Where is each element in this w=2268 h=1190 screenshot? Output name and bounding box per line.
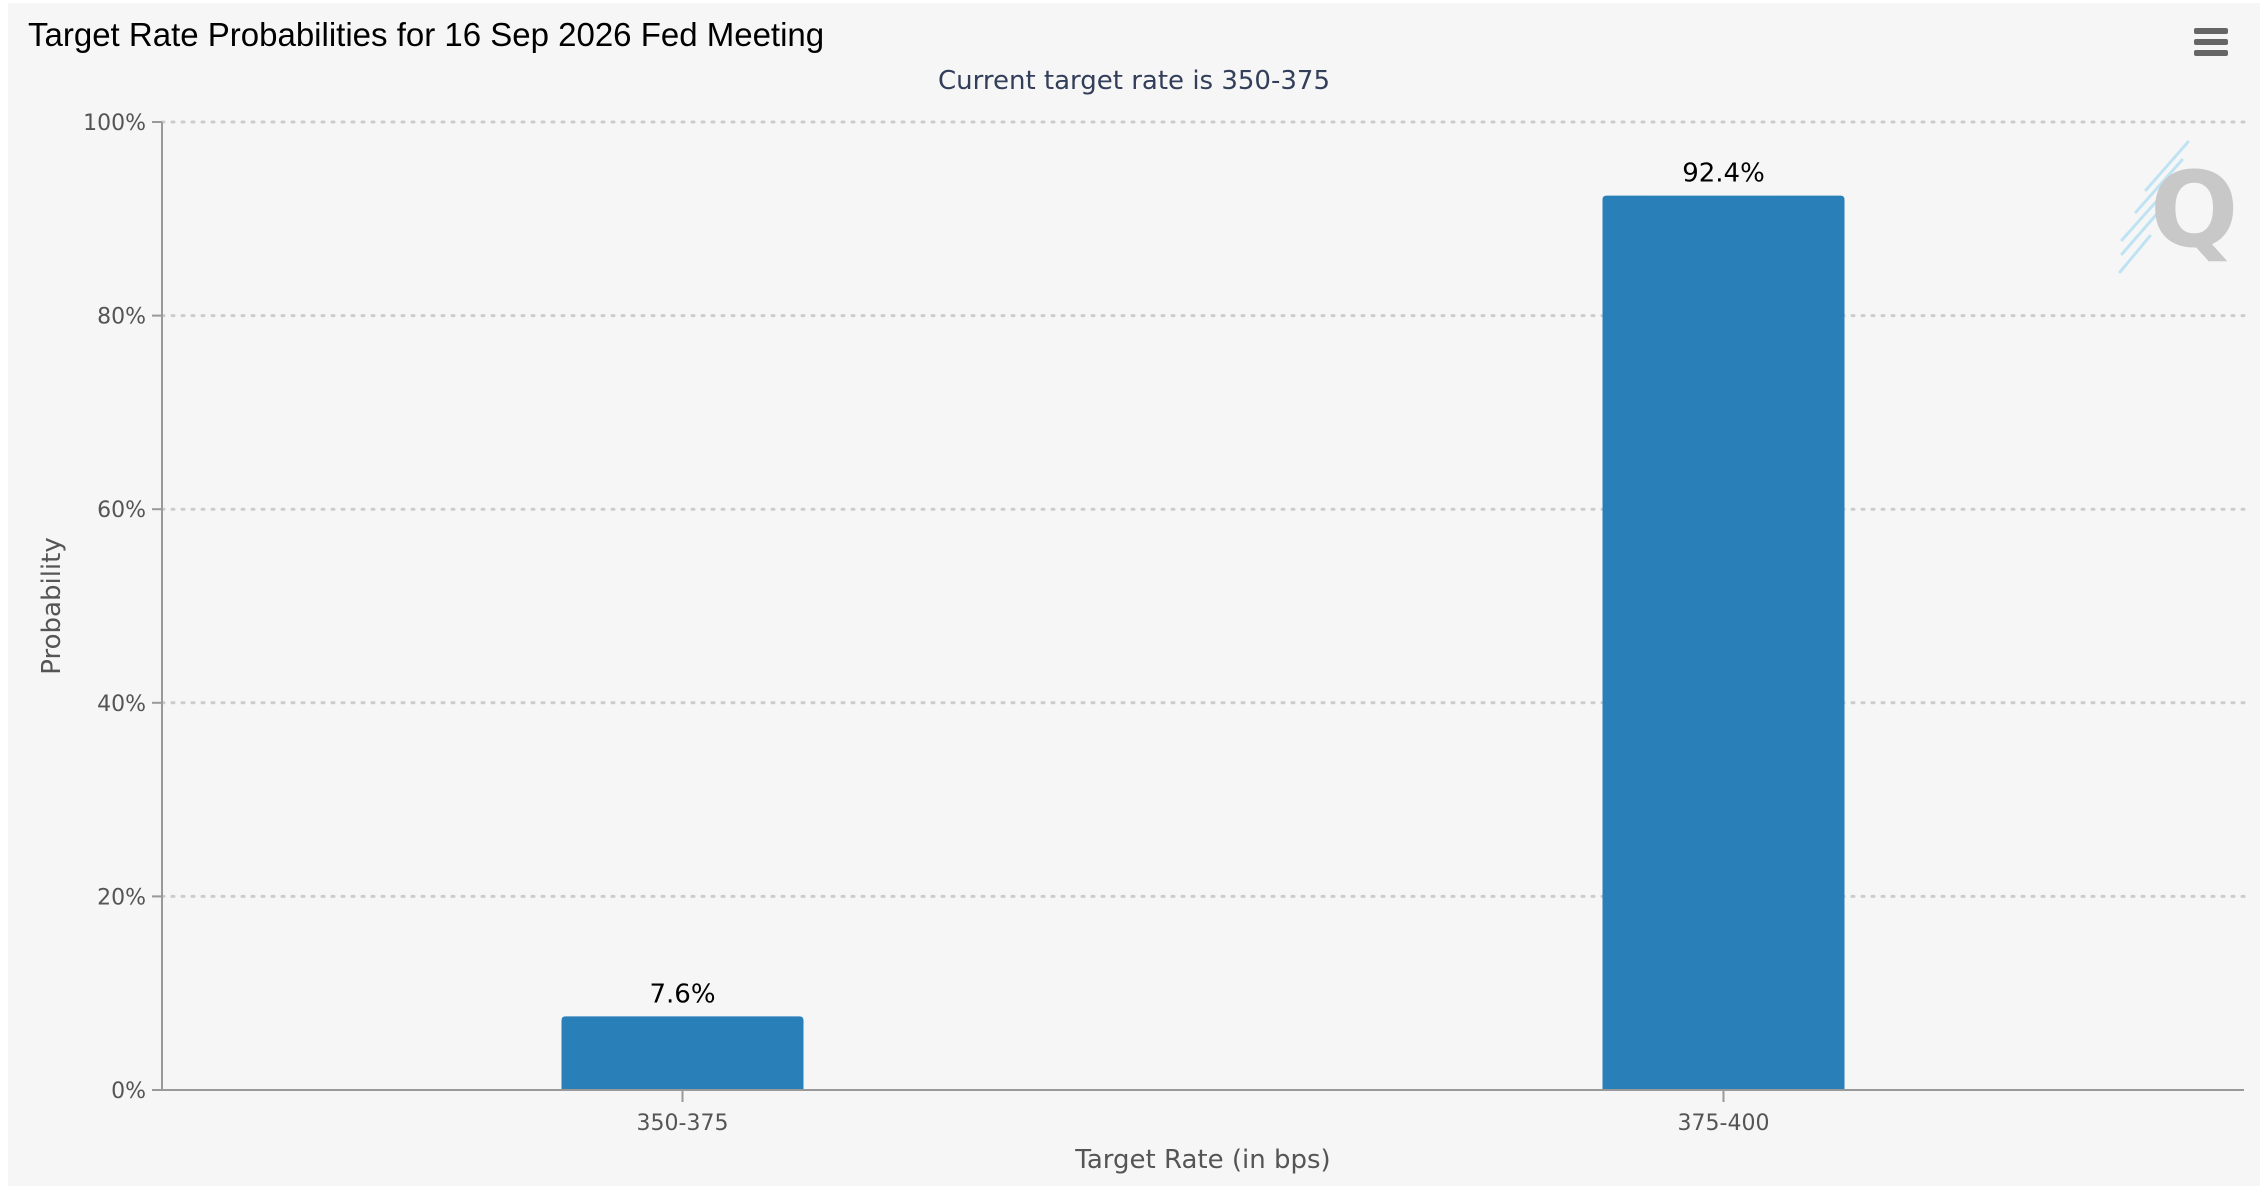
y-tick-label: 20% [97,885,146,910]
data-label: 7.6% [649,979,715,1009]
gridlines [160,120,2246,898]
x-axis-title: Target Rate (in bps) [1074,1145,1330,1175]
menu-bar-3 [2194,50,2228,56]
x-tick-label: 375-400 [1678,1111,1770,1136]
chart-subtitle: Current target rate is 350-375 [938,66,1330,96]
y-axis-ticks: 0% 20% 40% 60% 80% 100% [83,111,162,1104]
y-tick-label: 0% [111,1079,146,1104]
x-axis-ticks: 350-375 375-400 [637,1090,1770,1136]
menu-bar-2 [2194,39,2228,45]
x-tick-label: 350-375 [637,1111,729,1136]
y-tick-label: 40% [97,692,146,717]
y-axis-title: Probability [37,537,67,674]
watermark-q-letter: Q [2150,149,2238,271]
bars [561,195,1845,1090]
y-tick-label: 60% [97,498,146,523]
chart-title: Target Rate Probabilities for 16 Sep 202… [28,16,825,53]
data-label: 92.4% [1682,159,1765,189]
y-tick-label: 80% [97,305,146,330]
menu-bar-1 [2194,28,2228,34]
quikstrike-q-logo: Q [2118,140,2238,274]
y-tick-label: 100% [83,111,146,136]
bar [1602,195,1845,1090]
data-labels: 7.6% 92.4% [649,159,1764,1010]
chart-panel [8,3,2260,1186]
bar [561,1016,804,1090]
hamburger-menu-icon[interactable] [2186,24,2234,62]
